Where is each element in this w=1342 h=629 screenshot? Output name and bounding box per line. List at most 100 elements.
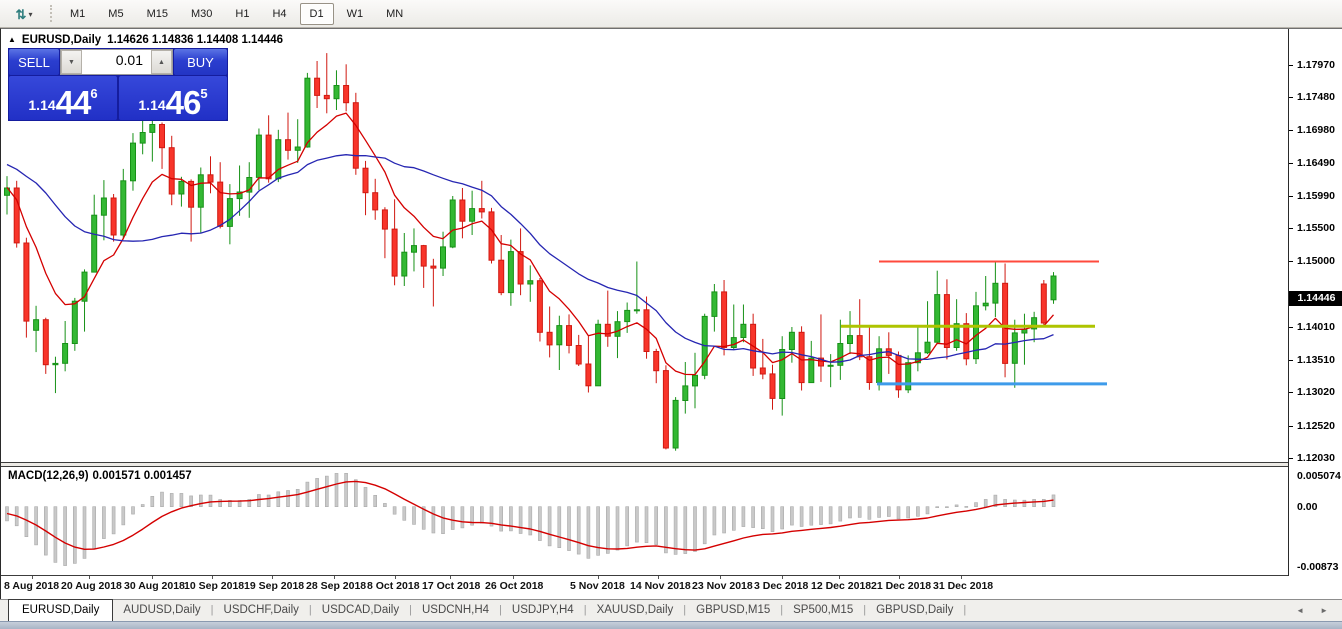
chart-tab-xauusd-daily[interactable]: XAUUSD,Daily xyxy=(596,604,674,616)
price-chart-canvas[interactable] xyxy=(1,29,1288,462)
date-tick-label: 12 Dec 2018 xyxy=(811,580,872,592)
price-tick-label: 1.17970 xyxy=(1297,59,1335,71)
price-tick-mark xyxy=(1289,360,1293,361)
timeframe-button-h1[interactable]: H1 xyxy=(235,8,250,20)
macd-canvas[interactable] xyxy=(1,467,1288,575)
timeframe-button-d1[interactable]: D1 xyxy=(299,3,334,25)
price-tick-label: 1.14010 xyxy=(1297,321,1335,333)
macd-bottom-border xyxy=(1,575,1289,576)
date-tick-label: 19 Sep 2018 xyxy=(244,580,305,592)
chart-tab-gbpusd-m15[interactable]: GBPUSD,M15 xyxy=(696,604,771,616)
date-tick-label: 10 Sep 2018 xyxy=(184,580,245,592)
chart-tab-usdjpy-h4[interactable]: USDJPY,H4 xyxy=(511,604,574,616)
price-tick-mark xyxy=(1289,392,1293,393)
pane-splitter-line xyxy=(1,466,1289,467)
macd-histogram xyxy=(5,473,1056,566)
timeframe-button-w1[interactable]: W1 xyxy=(346,8,364,20)
date-tick-mark xyxy=(212,576,213,579)
timeframe-button-mn[interactable]: MN xyxy=(386,8,404,20)
one-click-trade-panel: SELL ▼ 0.01 ▲ BUY 1.14 44 6 1.14 46 5 xyxy=(8,48,228,121)
chart-tab-bar: EURUSD,Daily AUDUSD,Daily | USDCHF,Daily | US… xyxy=(0,599,1342,621)
date-tick-label: 8 Oct 2018 xyxy=(367,580,420,592)
price-tick-label: 1.16490 xyxy=(1297,157,1335,169)
price-tick-mark xyxy=(1289,426,1293,427)
volume-field: ▼ 0.01 ▲ xyxy=(60,49,173,75)
timeframe-button-m5[interactable]: M5 xyxy=(108,8,124,20)
macd-axis-label: 0.005074 xyxy=(1297,470,1341,482)
date-axis: 8 Aug 2018 20 Aug 2018 30 Aug 2018 10 Sep 2… xyxy=(1,576,1342,599)
date-tick-mark xyxy=(658,576,659,579)
timeframe-button-m15[interactable]: M15 xyxy=(146,8,168,20)
tab-separator: | xyxy=(499,604,502,616)
pane-splitter-gap xyxy=(1,463,1289,466)
tab-separator: | xyxy=(210,604,214,616)
ma-fast-line[interactable] xyxy=(6,112,1054,376)
macd-values: 0.001571 0.001457 xyxy=(92,470,192,482)
chart-tab-gbpusd-daily[interactable]: GBPUSD,Daily xyxy=(876,604,954,616)
price-tick-mark xyxy=(1289,130,1293,131)
chart-tab-eurusd-daily[interactable]: EURUSD,Daily xyxy=(8,599,114,621)
buy-price-box[interactable]: 1.14 46 5 xyxy=(119,76,227,120)
volume-decrease-button[interactable]: ▼ xyxy=(61,50,82,74)
price-tick-label: 1.12030 xyxy=(1297,452,1335,464)
price-tick-label: 1.15500 xyxy=(1297,222,1335,234)
tabs-scroll-left-button[interactable]: ◄ xyxy=(1296,606,1304,615)
date-tick-mark xyxy=(89,576,90,579)
timeframe-button-m1[interactable]: M1 xyxy=(70,8,86,20)
date-tick-label: 31 Dec 2018 xyxy=(933,580,994,592)
sell-price-pip: 6 xyxy=(90,86,98,101)
tab-separator: | xyxy=(780,604,784,616)
price-tick-label: 1.17480 xyxy=(1297,91,1335,103)
one-click-collapse-icon[interactable]: ▲ xyxy=(8,34,16,44)
date-tick-label: 28 Sep 2018 xyxy=(306,580,367,592)
date-tick-label: 14 Nov 2018 xyxy=(630,580,691,592)
date-tick-mark xyxy=(720,576,721,579)
chart-tab-usdchf-daily[interactable]: USDCHF,Daily xyxy=(223,604,299,616)
macd-axis-label: 0.00 xyxy=(1297,501,1318,513)
price-tick-label: 1.15990 xyxy=(1297,190,1335,202)
timeframe-button-h4[interactable]: H4 xyxy=(272,8,287,20)
chart-symbol-period: EURUSD,Daily xyxy=(21,34,102,46)
chart-tab-usdcad-daily[interactable]: USDCAD,Daily xyxy=(321,604,400,616)
window-bottom-edge xyxy=(0,621,1342,629)
tab-separator: | xyxy=(583,604,587,616)
buy-button[interactable]: BUY xyxy=(174,49,227,75)
date-tick-mark xyxy=(272,576,273,579)
price-tick-mark xyxy=(1289,65,1293,66)
date-tick-mark xyxy=(839,576,840,579)
volume-increase-button[interactable]: ▲ xyxy=(151,50,172,74)
tab-separator: | xyxy=(963,604,967,616)
chevron-down-icon: ▾ xyxy=(28,10,33,19)
price-axis: 1.17970 1.17480 1.16980 1.16490 1.15990 1.155… xyxy=(1288,29,1342,576)
pane-splitter[interactable] xyxy=(1,462,1289,463)
volume-input[interactable]: 0.01 xyxy=(115,52,143,68)
tab-separator: | xyxy=(683,604,687,616)
date-tick-mark xyxy=(961,576,962,579)
sell-button[interactable]: SELL xyxy=(9,49,59,75)
price-tick-mark xyxy=(1289,228,1293,229)
timeframe-buttons: M1 M5 M15 M30 H1 H4 D1 W1 MN xyxy=(60,3,416,25)
price-tick-mark xyxy=(1289,196,1293,197)
chart-tab-sp500-m15[interactable]: SP500,M15 xyxy=(793,604,854,616)
macd-label: MACD(12,26,9) 0.001571 0.001457 xyxy=(8,470,196,482)
date-tick-label: 26 Oct 2018 xyxy=(485,580,544,592)
date-tick-mark xyxy=(334,576,335,579)
date-tick-label: 30 Aug 2018 xyxy=(124,580,185,592)
date-tick-mark xyxy=(152,576,153,579)
toolbar: ⇅ ▾ M1 M5 M15 M30 H1 H4 D1 W1 MN xyxy=(0,0,1342,28)
chart-tab-audusd-daily[interactable]: AUDUSD,Daily xyxy=(123,604,201,616)
sell-price-box[interactable]: 1.14 44 6 xyxy=(9,76,117,120)
price-tick-mark xyxy=(1289,163,1293,164)
timeframe-button-m30[interactable]: M30 xyxy=(190,8,213,20)
price-tick-label: 1.13020 xyxy=(1297,386,1335,398)
price-tick-mark xyxy=(1289,327,1293,328)
tab-separator: | xyxy=(308,604,312,616)
date-tick-mark xyxy=(899,576,900,579)
price-tick-label: 1.13510 xyxy=(1297,354,1335,366)
tabs-scroll-right-button[interactable]: ► xyxy=(1320,606,1328,615)
chart-tools-button[interactable]: ⇅ ▾ xyxy=(5,3,43,26)
chart-tab-usdcnh-h4[interactable]: USDCNH,H4 xyxy=(421,604,490,616)
buy-price-big: 46 xyxy=(165,83,202,121)
ma-slow-line[interactable] xyxy=(6,154,1054,363)
